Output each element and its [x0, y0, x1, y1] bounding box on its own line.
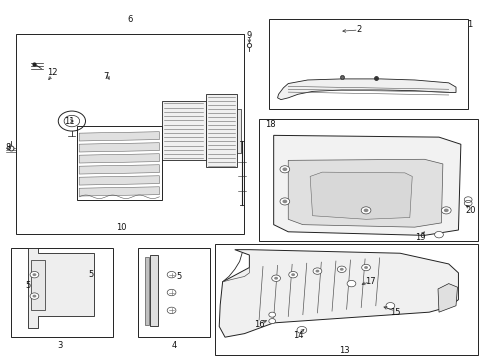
Text: 20: 20 [465, 206, 475, 215]
Polygon shape [219, 249, 458, 337]
Polygon shape [277, 79, 455, 100]
Circle shape [339, 268, 343, 271]
Circle shape [361, 264, 370, 271]
Text: 18: 18 [264, 120, 275, 129]
Circle shape [274, 277, 278, 280]
Text: 5: 5 [88, 270, 94, 279]
Text: 6: 6 [127, 15, 133, 24]
Circle shape [290, 273, 294, 276]
Circle shape [443, 208, 448, 212]
Text: 5: 5 [25, 281, 31, 290]
Circle shape [288, 271, 297, 278]
Circle shape [315, 270, 319, 273]
Text: 7: 7 [103, 72, 108, 81]
Bar [259, 119, 477, 241]
Polygon shape [79, 165, 159, 174]
Bar [215, 244, 477, 355]
Circle shape [30, 271, 39, 278]
Text: 11: 11 [64, 117, 75, 126]
Circle shape [441, 207, 450, 214]
Bar [162, 102, 205, 160]
Circle shape [268, 312, 275, 317]
Circle shape [434, 231, 443, 238]
Polygon shape [287, 159, 442, 227]
Circle shape [32, 295, 36, 297]
Text: 15: 15 [389, 308, 400, 317]
Text: 3: 3 [57, 341, 62, 350]
Text: 4: 4 [171, 341, 176, 350]
Bar [205, 94, 237, 167]
Text: 14: 14 [292, 331, 303, 340]
Polygon shape [79, 154, 159, 163]
Circle shape [312, 268, 321, 274]
Polygon shape [309, 172, 411, 219]
Circle shape [30, 293, 39, 299]
Circle shape [364, 266, 367, 269]
Bar [237, 109, 241, 153]
Circle shape [363, 208, 368, 212]
Circle shape [346, 280, 355, 287]
Circle shape [167, 271, 176, 278]
Circle shape [268, 319, 275, 324]
Text: 13: 13 [338, 346, 349, 355]
Text: 8: 8 [5, 143, 10, 152]
Circle shape [32, 273, 36, 276]
Bar [137, 248, 210, 337]
Circle shape [337, 266, 346, 273]
Circle shape [282, 200, 287, 203]
Text: 2: 2 [355, 26, 361, 35]
Polygon shape [79, 132, 159, 141]
Bar [149, 255, 158, 327]
Text: 5: 5 [176, 272, 181, 281]
Text: 19: 19 [414, 233, 425, 242]
Bar [268, 19, 467, 109]
Circle shape [280, 166, 289, 173]
Circle shape [167, 289, 176, 296]
Text: 1: 1 [467, 20, 472, 29]
Polygon shape [79, 143, 159, 152]
Circle shape [296, 327, 306, 334]
Bar [16, 33, 244, 234]
Text: 9: 9 [246, 31, 251, 40]
Text: 10: 10 [116, 222, 126, 231]
Polygon shape [28, 248, 94, 328]
Circle shape [282, 167, 287, 171]
Text: 12: 12 [47, 68, 58, 77]
Bar [11, 248, 113, 337]
Text: 17: 17 [364, 277, 374, 286]
Polygon shape [79, 176, 159, 185]
Polygon shape [79, 187, 159, 196]
Circle shape [361, 207, 370, 214]
Text: 16: 16 [253, 320, 264, 329]
Polygon shape [273, 135, 460, 235]
Circle shape [271, 275, 280, 282]
Bar [30, 260, 45, 310]
Circle shape [385, 302, 394, 309]
Circle shape [280, 198, 289, 205]
Circle shape [167, 307, 176, 314]
Bar [144, 257, 148, 325]
Polygon shape [437, 284, 457, 312]
